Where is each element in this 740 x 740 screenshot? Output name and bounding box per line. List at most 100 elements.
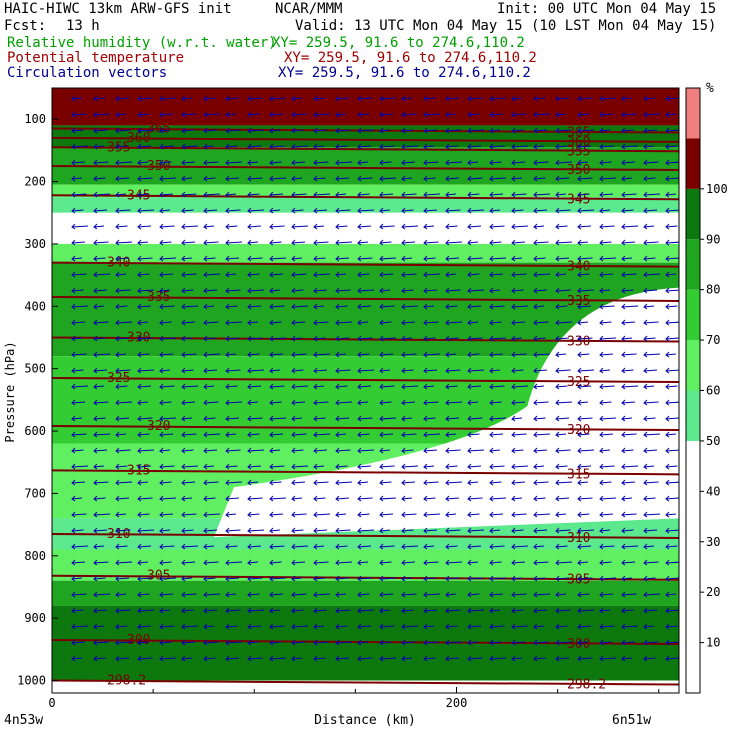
vector-215 — [489, 207, 501, 214]
y-tick-label-7: 800 — [24, 549, 46, 563]
vector-745 — [445, 511, 457, 518]
vector-412 — [511, 319, 526, 326]
vector-422 — [115, 335, 130, 342]
vector-945 — [533, 623, 545, 630]
vector-156 — [423, 175, 436, 182]
vector-211 — [401, 207, 414, 214]
vector-571 — [313, 415, 326, 422]
vector-82 — [643, 127, 658, 134]
vector-972 — [511, 639, 526, 646]
vector-204 — [247, 207, 265, 214]
vector-898 — [115, 607, 131, 614]
vector-273 — [533, 239, 549, 246]
vector-124 — [335, 159, 353, 166]
vector-559 — [665, 399, 679, 406]
vector-670 — [643, 463, 655, 470]
vector-340 — [159, 287, 171, 294]
vector-751 — [577, 511, 590, 518]
vector-599 — [313, 431, 331, 438]
vector-79 — [577, 127, 595, 134]
theta-label-right-9: 340 — [567, 260, 590, 275]
vector-357 — [533, 287, 548, 294]
vector-764 — [247, 527, 265, 534]
vector-535 — [137, 399, 149, 406]
vector-547 — [401, 399, 416, 406]
vector-61 — [181, 127, 194, 134]
vector-404 — [335, 319, 353, 326]
vector-362 — [643, 287, 658, 294]
vector-595 — [225, 431, 237, 438]
vector-239 — [401, 223, 419, 230]
vector-464 — [423, 351, 441, 358]
vector-193 — [621, 191, 637, 198]
vector-632 — [423, 447, 438, 454]
vector-34 — [203, 111, 221, 118]
vector-307 — [665, 255, 679, 262]
vector-370 — [203, 303, 215, 310]
vector-272 — [511, 239, 526, 246]
vector-37 — [269, 111, 284, 118]
vector-541 — [269, 399, 282, 406]
vector-765 — [269, 527, 281, 534]
vector-629 — [357, 447, 375, 454]
vector-900 — [159, 607, 171, 614]
vector-969 — [445, 639, 463, 646]
vector-441 — [533, 335, 546, 342]
vector-387 — [577, 303, 592, 310]
vector-801 — [445, 543, 458, 550]
vector-887 — [489, 591, 504, 598]
vector-645 — [93, 463, 105, 470]
vector-114 — [115, 159, 133, 166]
vector-56 — [71, 127, 84, 134]
vector-11 — [313, 95, 326, 102]
vector-638 — [555, 447, 571, 454]
theta-label-0: 298.2 — [107, 674, 146, 689]
vector-355 — [489, 287, 501, 294]
vector-268 — [423, 239, 439, 246]
vector-244 — [511, 223, 529, 230]
vector-29 — [93, 111, 111, 118]
vector-292 — [335, 255, 350, 262]
vector-452 — [159, 351, 174, 358]
vector-1005 — [621, 655, 633, 662]
vector-911 — [401, 607, 414, 614]
vector-288 — [247, 255, 263, 262]
vector-157 — [445, 175, 460, 182]
vector-537 — [181, 399, 196, 406]
vector-495 — [489, 367, 501, 374]
vector-384 — [511, 303, 529, 310]
vector-795 — [313, 543, 325, 550]
vector-618 — [115, 447, 131, 454]
vector-596 — [247, 431, 260, 438]
vector-185 — [445, 191, 457, 198]
vector-683 — [313, 479, 329, 486]
vector-95 — [313, 143, 325, 150]
vector-103 — [489, 143, 505, 150]
vector-591 — [137, 431, 150, 438]
vector-490 — [379, 367, 391, 374]
vector-565 — [181, 415, 193, 422]
forecast-label: Fcst: — [4, 18, 47, 34]
vector-5 — [181, 95, 193, 102]
vector-512 — [247, 383, 262, 390]
vector-993 — [357, 655, 373, 662]
vector-612 — [599, 431, 614, 438]
vector-72 — [423, 127, 438, 134]
vector-671 — [665, 463, 678, 470]
vector-7 — [225, 95, 240, 102]
vector-941 — [445, 623, 458, 630]
vector-986 — [203, 655, 216, 662]
vector-345 — [269, 287, 281, 294]
vector-228 — [159, 223, 175, 230]
vector-347 — [313, 287, 328, 294]
vector-121 — [269, 159, 282, 166]
vector-1000 — [511, 655, 523, 662]
vector-496 — [511, 367, 524, 374]
vector-126 — [379, 159, 392, 166]
vector-826 — [379, 559, 392, 566]
vector-524 — [511, 383, 529, 390]
vector-253 — [93, 239, 109, 246]
vector-536 — [159, 399, 172, 406]
colorbar-tick-label-4: 50 — [706, 434, 720, 448]
vector-14 — [379, 95, 397, 102]
